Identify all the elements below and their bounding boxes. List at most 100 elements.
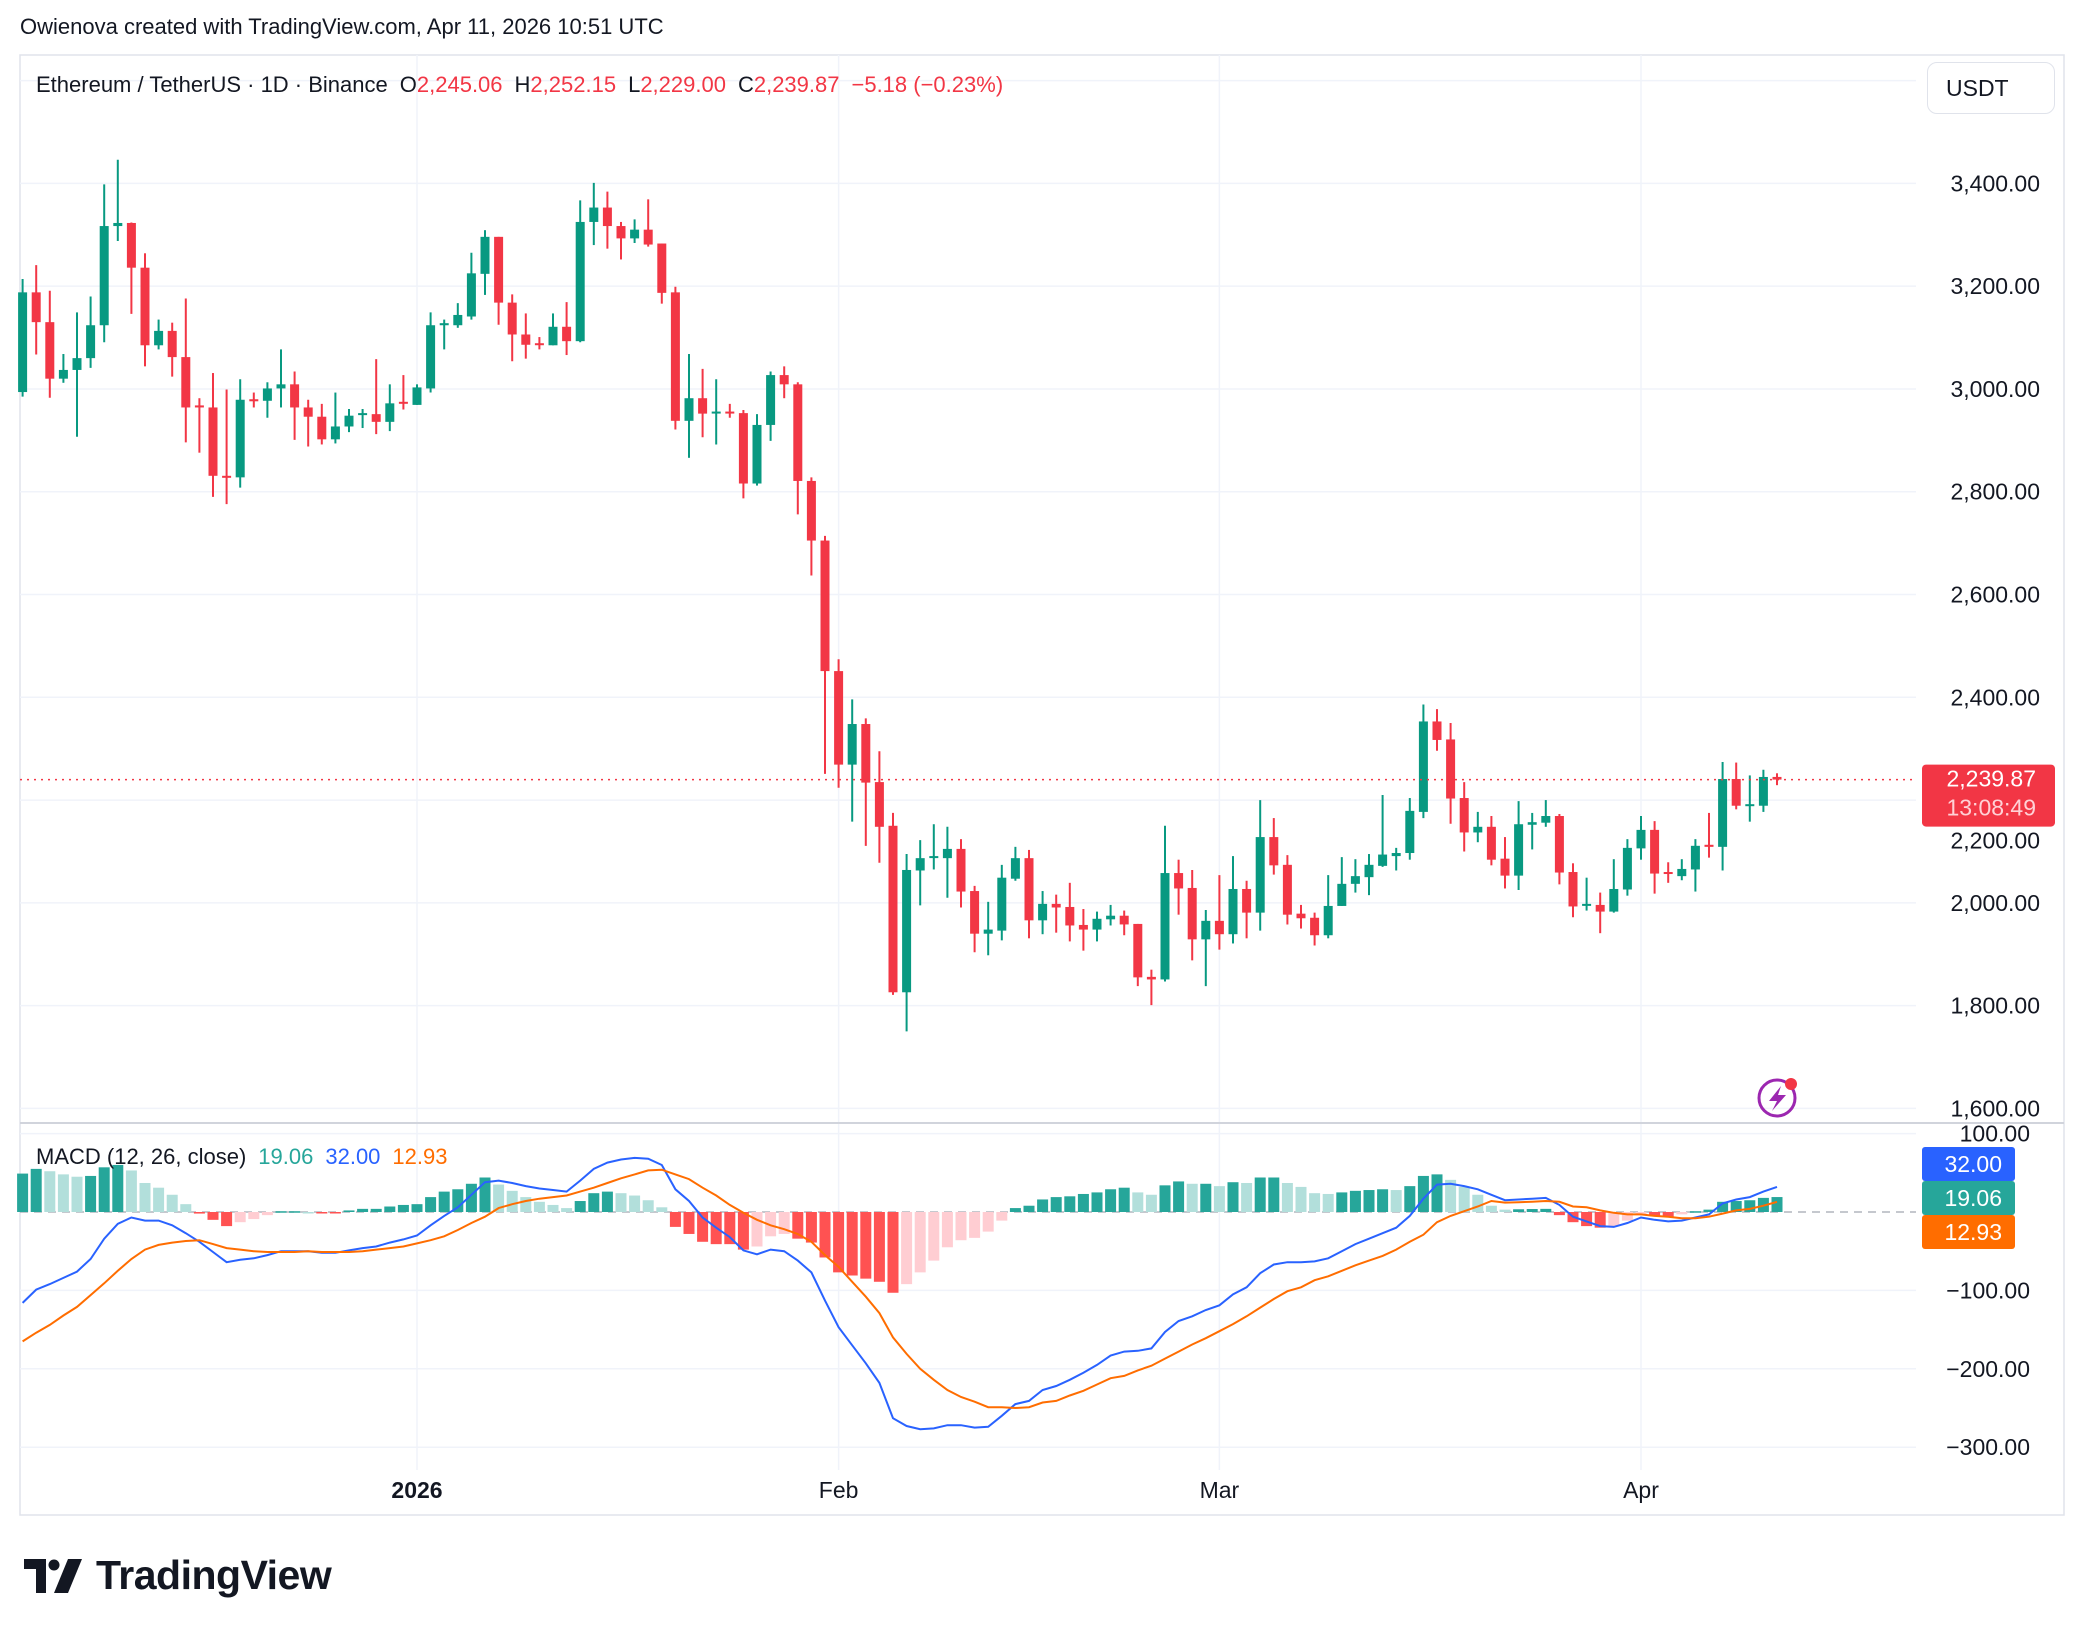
symbol-title[interactable]: Ethereum / TetherUS · 1D · Binance <box>36 72 388 97</box>
tradingview-logo-text: TradingView <box>96 1552 332 1598</box>
candle-body <box>1582 903 1592 906</box>
candle-body <box>290 384 300 408</box>
candle <box>1704 812 1714 858</box>
histogram-bar <box>873 1212 885 1282</box>
histogram-bar <box>737 1212 749 1250</box>
candle <box>99 184 109 343</box>
histogram-bar <box>411 1204 423 1212</box>
candle <box>494 236 504 325</box>
candle <box>1473 811 1483 843</box>
candle <box>874 751 884 863</box>
candle-body <box>1119 915 1129 925</box>
candle <box>548 313 558 346</box>
histogram-bar <box>765 1212 777 1237</box>
candle-body <box>466 273 476 317</box>
histogram-bar <box>1608 1212 1620 1227</box>
histogram-bar <box>112 1164 124 1212</box>
histogram-bar <box>1281 1182 1293 1212</box>
candle <box>1024 849 1034 939</box>
candle-body <box>222 475 232 478</box>
currency-button[interactable]: USDT <box>1927 62 2055 114</box>
candle <box>589 182 599 246</box>
candle <box>58 354 68 383</box>
histogram-bar <box>465 1183 477 1212</box>
candle <box>1065 882 1075 942</box>
price-tick-label: 2,400.00 <box>1950 684 2040 710</box>
histogram-bar <box>574 1201 586 1212</box>
candle-body <box>1677 868 1687 877</box>
candle-body <box>262 388 272 401</box>
histogram-bar <box>833 1212 845 1273</box>
macd-axis[interactable]: 100.00 −100.00 −200.00 −300.00 <box>1946 1121 2030 1461</box>
histogram-bar <box>452 1189 464 1212</box>
candle <box>1350 859 1360 893</box>
candle <box>847 699 857 822</box>
histogram-bar <box>1023 1205 1035 1212</box>
symbol-legend: Ethereum / TetherUS · 1D · Binance O2,245… <box>36 72 1003 98</box>
signal-line <box>22 1168 1778 1410</box>
macd-badge <box>1922 1147 2015 1181</box>
candle-body <box>1418 721 1428 812</box>
histogram-bar <box>438 1191 450 1212</box>
candle-body <box>1391 853 1401 857</box>
alert-lightning-icon[interactable] <box>1757 1078 1797 1118</box>
histogram-bar <box>805 1212 817 1243</box>
candle <box>806 477 816 576</box>
tradingview-logo[interactable]: TradingView <box>24 1552 332 1599</box>
candle-body <box>861 724 871 783</box>
histogram-bar <box>1241 1182 1253 1212</box>
price-axis[interactable]: 3,400.00 3,200.00 3,000.00 2,800.00 2,600.00… <box>1950 170 2040 1121</box>
histogram-bar <box>1526 1209 1538 1212</box>
candle-body <box>1622 847 1632 890</box>
candle-body <box>779 375 789 385</box>
close-label: C <box>737 72 754 97</box>
candle <box>1554 813 1564 885</box>
histogram-bar <box>1621 1212 1633 1221</box>
histogram-bar <box>17 1173 29 1212</box>
histogram-bar <box>1145 1194 1157 1212</box>
candle <box>167 322 177 377</box>
candle-body <box>154 330 164 346</box>
candle <box>698 368 708 438</box>
candle-body <box>208 407 218 476</box>
histogram-bar <box>44 1171 56 1212</box>
histogram-bar <box>1050 1197 1062 1212</box>
histogram-bar <box>1132 1192 1144 1212</box>
candle <box>1650 821 1660 894</box>
candle-body <box>99 226 109 326</box>
candle <box>902 854 912 1032</box>
histogram-bar <box>125 1170 137 1212</box>
histogram-bar <box>1118 1187 1130 1212</box>
candle <box>670 286 680 430</box>
candle-body <box>1010 858 1020 879</box>
histogram-bar <box>1513 1209 1525 1212</box>
candle <box>1663 862 1673 883</box>
price-tick-label: 3,200.00 <box>1950 273 2040 299</box>
macd-legend-title[interactable]: MACD (12, 26, close) <box>36 1144 247 1169</box>
histogram-bar <box>1227 1182 1239 1212</box>
candle <box>113 159 123 241</box>
candle <box>1677 859 1687 881</box>
histogram-bar <box>615 1193 627 1212</box>
candle-body <box>521 334 531 345</box>
macd-badge-value: 32.00 <box>1944 1151 2002 1177</box>
price-tick-label: 1,600.00 <box>1950 1095 2040 1121</box>
open-value: 2,245.06 <box>416 72 503 97</box>
candle-body <box>1473 826 1483 833</box>
histogram-badge <box>1922 1181 2015 1215</box>
candle <box>303 399 313 447</box>
candle-body <box>1282 864 1292 915</box>
macd-legend-macd: 32.00 <box>325 1144 381 1169</box>
candle-body <box>1554 816 1564 873</box>
candle-body <box>86 325 96 359</box>
histogram-bar <box>629 1195 641 1212</box>
candle <box>140 253 150 367</box>
candle <box>1119 910 1129 936</box>
candle-body <box>412 387 422 405</box>
histogram-bar <box>1581 1212 1593 1227</box>
candle <box>929 824 939 870</box>
candle-body <box>31 292 41 323</box>
candle-body <box>276 384 286 389</box>
time-axis[interactable]: 2026 Feb Mar Apr <box>391 1477 1659 1503</box>
